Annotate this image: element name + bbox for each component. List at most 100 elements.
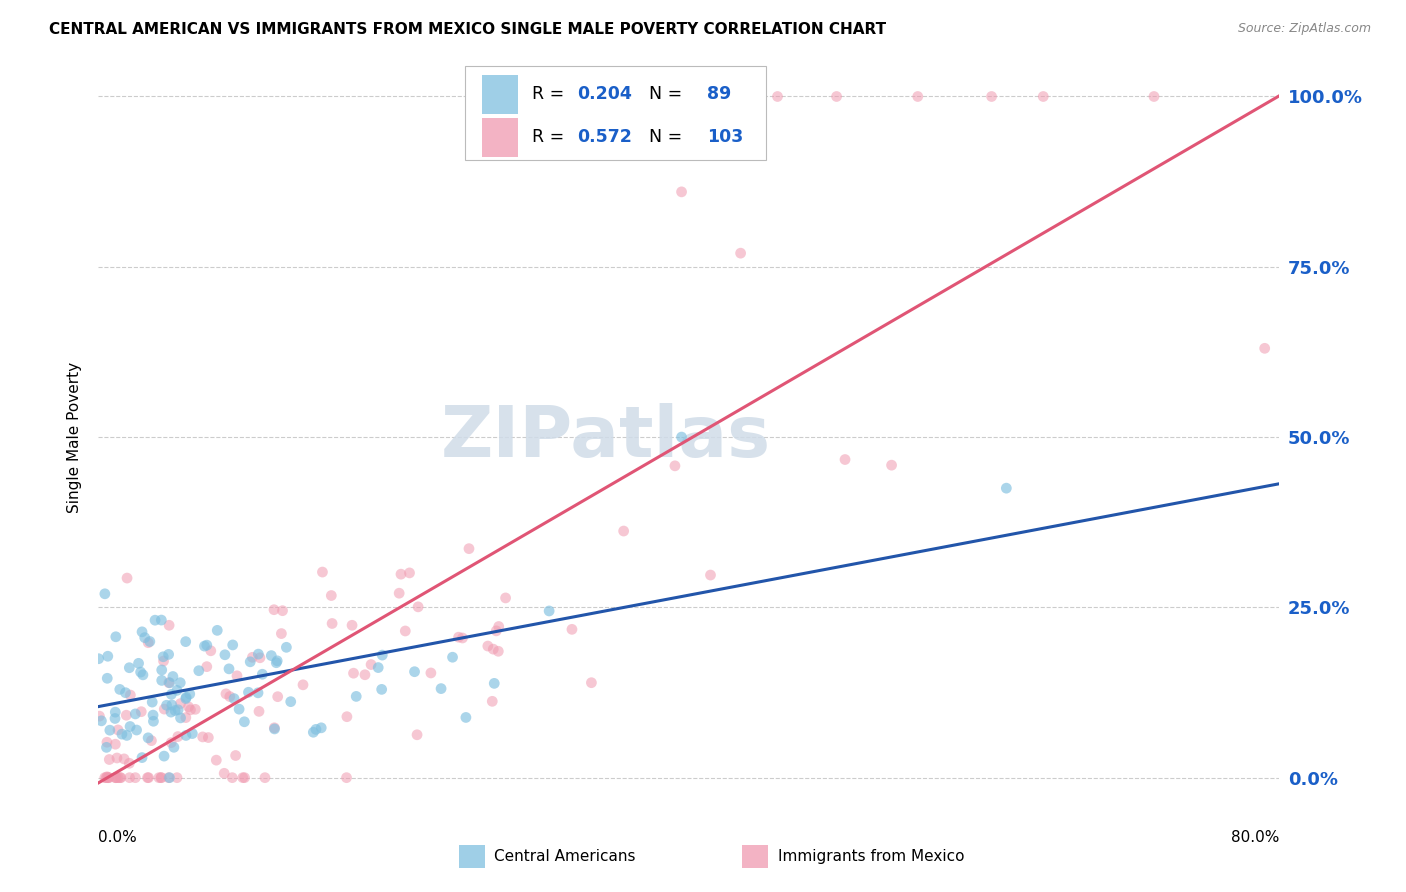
Point xyxy=(336,709,359,723)
Point xyxy=(222,638,245,652)
Point xyxy=(159,675,181,690)
Point xyxy=(495,591,517,605)
Point xyxy=(160,705,183,719)
Point xyxy=(1143,89,1166,103)
Point xyxy=(141,733,163,747)
Point xyxy=(404,665,426,679)
Point xyxy=(159,771,181,785)
Point xyxy=(150,663,173,677)
Point xyxy=(276,640,298,655)
Point xyxy=(302,725,325,739)
Point xyxy=(187,664,209,678)
Point xyxy=(124,771,146,785)
Point xyxy=(730,246,752,260)
Point xyxy=(96,740,118,755)
Point xyxy=(226,669,249,683)
Point xyxy=(120,688,142,702)
Point xyxy=(152,654,174,668)
Point xyxy=(238,685,260,699)
Point xyxy=(221,771,243,785)
Point xyxy=(247,704,270,718)
Point xyxy=(249,650,271,665)
Point xyxy=(218,690,240,704)
Point xyxy=(389,567,412,582)
Point xyxy=(664,458,686,473)
Point xyxy=(150,673,173,688)
Point xyxy=(139,634,162,648)
Point xyxy=(419,665,441,680)
Point xyxy=(482,642,505,657)
Point xyxy=(153,702,176,716)
Point xyxy=(96,671,118,685)
Point xyxy=(447,630,470,644)
Point xyxy=(114,686,136,700)
Point xyxy=(142,714,165,729)
Point xyxy=(128,657,150,671)
Point xyxy=(90,714,112,728)
Point xyxy=(118,756,141,771)
Text: ZIPatlas: ZIPatlas xyxy=(441,402,772,472)
Point xyxy=(118,661,141,675)
Text: CENTRAL AMERICAN VS IMMIGRANTS FROM MEXICO SINGLE MALE POVERTY CORRELATION CHART: CENTRAL AMERICAN VS IMMIGRANTS FROM MEXI… xyxy=(49,22,886,37)
Point xyxy=(104,711,127,725)
Point xyxy=(157,771,180,785)
Point xyxy=(97,771,120,785)
Point xyxy=(143,613,166,627)
Point xyxy=(115,728,138,742)
Point xyxy=(247,686,270,700)
Point xyxy=(263,603,285,617)
Point xyxy=(305,723,328,737)
Point xyxy=(477,639,499,653)
Point xyxy=(169,697,191,711)
Point xyxy=(195,638,218,652)
Text: N =: N = xyxy=(638,128,688,146)
Point xyxy=(191,730,214,744)
Point xyxy=(160,736,183,750)
Point xyxy=(995,481,1018,495)
Point xyxy=(232,771,254,785)
Point xyxy=(344,690,367,704)
Point xyxy=(266,656,288,670)
Point xyxy=(110,771,132,785)
Text: 0.0%: 0.0% xyxy=(98,830,138,846)
Point xyxy=(134,631,156,645)
Point xyxy=(104,771,127,785)
Point xyxy=(292,678,315,692)
Point xyxy=(136,731,159,745)
FancyBboxPatch shape xyxy=(464,66,766,160)
Point xyxy=(233,714,256,729)
Point xyxy=(129,705,152,719)
Point xyxy=(458,541,481,556)
Point xyxy=(218,662,240,676)
Point xyxy=(488,619,510,633)
Point xyxy=(115,708,138,723)
Point xyxy=(613,524,636,538)
Point xyxy=(266,654,288,668)
Point xyxy=(97,771,120,785)
Point xyxy=(671,430,693,444)
Point xyxy=(169,711,191,725)
Point xyxy=(441,650,464,665)
Point xyxy=(160,698,183,712)
Point xyxy=(699,568,721,582)
Point xyxy=(105,771,128,785)
Point xyxy=(87,651,110,665)
Point xyxy=(111,727,134,741)
Point xyxy=(104,705,127,719)
Point xyxy=(179,703,201,717)
Point xyxy=(120,719,142,733)
Point xyxy=(263,722,285,736)
Point xyxy=(142,708,165,723)
Point xyxy=(167,703,190,717)
Point xyxy=(481,694,503,708)
Point xyxy=(247,647,270,661)
Point xyxy=(371,648,394,662)
Point xyxy=(271,604,294,618)
Text: Immigrants from Mexico: Immigrants from Mexico xyxy=(778,849,965,864)
Point xyxy=(280,695,302,709)
Point xyxy=(367,660,389,674)
Point xyxy=(267,690,290,704)
Point xyxy=(321,589,343,603)
Point xyxy=(253,771,276,785)
Point xyxy=(430,681,453,696)
